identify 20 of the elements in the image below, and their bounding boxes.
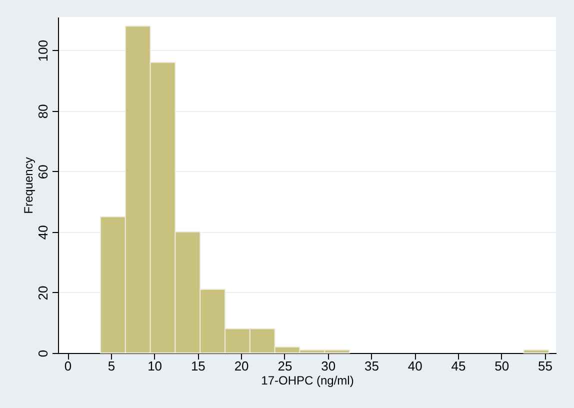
y-tick-label: 80	[36, 104, 50, 119]
x-tick-label: 30	[321, 358, 336, 374]
x-tick-label: 40	[408, 358, 422, 374]
y-axis-title: Frequency	[22, 157, 36, 214]
y-tick-label: 20	[36, 286, 50, 300]
x-tick-label: 35	[364, 358, 379, 374]
x-tick-label: 15	[190, 358, 206, 374]
x-tick-label: 25	[278, 358, 292, 374]
y-tick-label: 0	[36, 350, 50, 358]
x-tick-label: 0	[64, 358, 72, 374]
x-tick-label: 20	[234, 358, 249, 374]
x-tick-label: 5	[108, 358, 116, 374]
x-tick-label: 50	[494, 358, 510, 374]
x-axis-title: 17-OHPC (ng/ml)	[261, 374, 354, 388]
x-tick-label: 10	[148, 358, 162, 374]
x-tick-label: 55	[538, 358, 552, 374]
x-tick-label: 45	[451, 358, 466, 374]
y-tick-label: 100	[36, 40, 50, 62]
y-tick-label: 60	[36, 164, 50, 180]
y-tick-label: 40	[36, 225, 50, 240]
